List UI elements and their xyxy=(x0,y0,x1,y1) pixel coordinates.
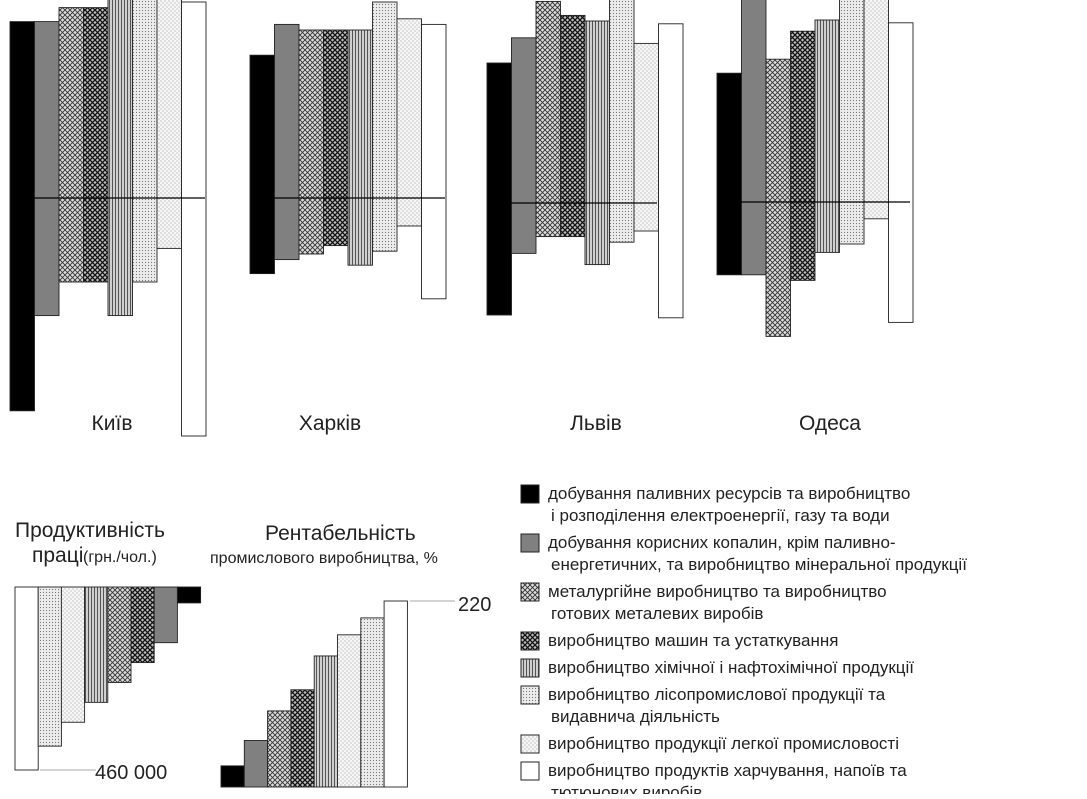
city-bar xyxy=(609,0,635,243)
city-panel-1: Київ xyxy=(9,0,207,437)
legend-label: тютюнових виробів xyxy=(551,783,702,794)
productivity-bar xyxy=(14,586,39,771)
city-bar xyxy=(741,0,767,276)
profitability-bar xyxy=(220,765,245,788)
legend-item: добування паливних ресурсів та виробницт… xyxy=(520,484,910,525)
city-label: Київ xyxy=(92,412,133,435)
legend-label: виробництво продукції легкої промисловос… xyxy=(548,734,899,753)
legend-swatch xyxy=(520,484,540,504)
productivity-bar xyxy=(130,586,155,664)
legend-swatch xyxy=(520,533,540,553)
city-bar xyxy=(274,23,300,261)
city-bar xyxy=(421,23,447,300)
profitability-bar xyxy=(313,655,338,788)
city-label: Одеса xyxy=(799,412,861,435)
profitability-title-line2: промислового виробництва, % xyxy=(210,550,438,567)
city-bar xyxy=(156,0,182,249)
profitability-bar xyxy=(290,689,315,788)
legend-label: енергетичних, та виробництво мінеральної… xyxy=(551,555,967,574)
city-bar xyxy=(633,42,659,232)
city-bar xyxy=(58,7,84,283)
legend-swatch xyxy=(520,685,540,705)
legend-swatch xyxy=(520,582,540,602)
productivity-title-unit: (грн./чол.) xyxy=(83,549,157,566)
productivity-title-line1: Продуктивність xyxy=(15,519,165,542)
city-panel-4: Одеса xyxy=(716,0,914,435)
city-panel-3: Львів xyxy=(486,0,684,435)
productivity-bar xyxy=(153,586,178,644)
city-bar xyxy=(790,30,816,281)
city-label: Львів xyxy=(570,412,622,435)
legend-label: виробництво продуктів харчування, напоїв… xyxy=(548,761,907,780)
city-bar xyxy=(511,37,537,254)
city-bar xyxy=(560,14,586,238)
city-bar xyxy=(658,23,684,319)
legend-item: добування корисних копалин, крім паливно… xyxy=(520,533,967,574)
city-bar xyxy=(132,0,158,283)
city-bar xyxy=(298,29,324,255)
city-label: Харків xyxy=(299,412,361,435)
profitability-title-line1: Рентабельність xyxy=(265,522,416,545)
profitability-bar xyxy=(360,617,385,788)
productivity-bars xyxy=(14,586,202,771)
city-bar xyxy=(814,19,840,253)
city-bar xyxy=(181,1,207,437)
profitability-bar xyxy=(337,634,362,788)
profitability-bar xyxy=(243,740,269,788)
city-bar xyxy=(765,58,791,337)
legend-item: виробництво продуктів харчування, напоїв… xyxy=(520,761,907,799)
productivity-title-line2: праці xyxy=(32,544,83,567)
city-bar xyxy=(888,22,914,323)
legend-item: виробництво хімічної і нафтохімічної про… xyxy=(520,658,914,678)
legend-label: видавнича діяльність xyxy=(551,707,720,726)
city-bar xyxy=(863,0,889,220)
city-bar xyxy=(716,72,742,276)
legend-label: добування паливних ресурсів та виробницт… xyxy=(548,484,910,503)
city-bar xyxy=(83,7,109,283)
city-bar xyxy=(34,21,60,317)
city-bar xyxy=(584,20,610,266)
legend-label: і розподілення електроенергії, газу та в… xyxy=(551,506,890,525)
legend-item: виробництво машин та устаткування xyxy=(520,631,838,651)
profitability-bars xyxy=(220,600,408,788)
city-bar xyxy=(396,18,422,227)
productivity-bar xyxy=(60,586,86,723)
legend-label: виробництво лісопромислової продукції та xyxy=(548,685,886,704)
city-bar xyxy=(372,1,398,252)
legend-label: металургійне виробництво та виробництво xyxy=(548,582,887,601)
productivity-bar xyxy=(107,586,132,683)
legend-label: виробництво машин та устаткування xyxy=(548,631,838,650)
legend-swatch xyxy=(520,631,540,651)
city-bar-panels: Київ Харків Львів Одеса xyxy=(9,0,914,437)
profitability-bar xyxy=(383,600,408,788)
city-bar xyxy=(839,0,865,245)
legend-swatch xyxy=(520,761,540,781)
city-bar xyxy=(486,62,512,316)
profitability-max-label: 220 xyxy=(458,594,491,616)
legend-item: металургійне виробництво та виробництво г… xyxy=(520,582,887,623)
legend-item: виробництво продукції легкої промисловос… xyxy=(520,734,899,754)
city-bar xyxy=(535,0,561,238)
legend-label: добування корисних копалин, крім паливно… xyxy=(548,533,896,552)
city-bar xyxy=(347,29,373,266)
legend-item: виробництво лісопромислової продукції та… xyxy=(520,685,886,726)
city-panel-2: Харків xyxy=(249,1,447,435)
city-bar xyxy=(249,54,275,275)
legend-label: виробництво хімічної і нафтохімічної про… xyxy=(548,658,914,677)
productivity-bar xyxy=(37,586,62,747)
city-bar xyxy=(9,21,35,412)
legend: добування паливних ресурсів та виробницт… xyxy=(520,484,967,799)
legend-swatch xyxy=(520,658,540,678)
productivity-max-label: 460 000 xyxy=(95,762,167,784)
legend-swatch xyxy=(520,734,540,754)
legend-label: готових металевих виробів xyxy=(551,604,763,623)
city-bar xyxy=(323,29,349,247)
profitability-bar xyxy=(267,710,292,788)
productivity-bar xyxy=(84,586,109,703)
productivity-bar xyxy=(176,586,202,604)
city-bar xyxy=(107,0,133,317)
